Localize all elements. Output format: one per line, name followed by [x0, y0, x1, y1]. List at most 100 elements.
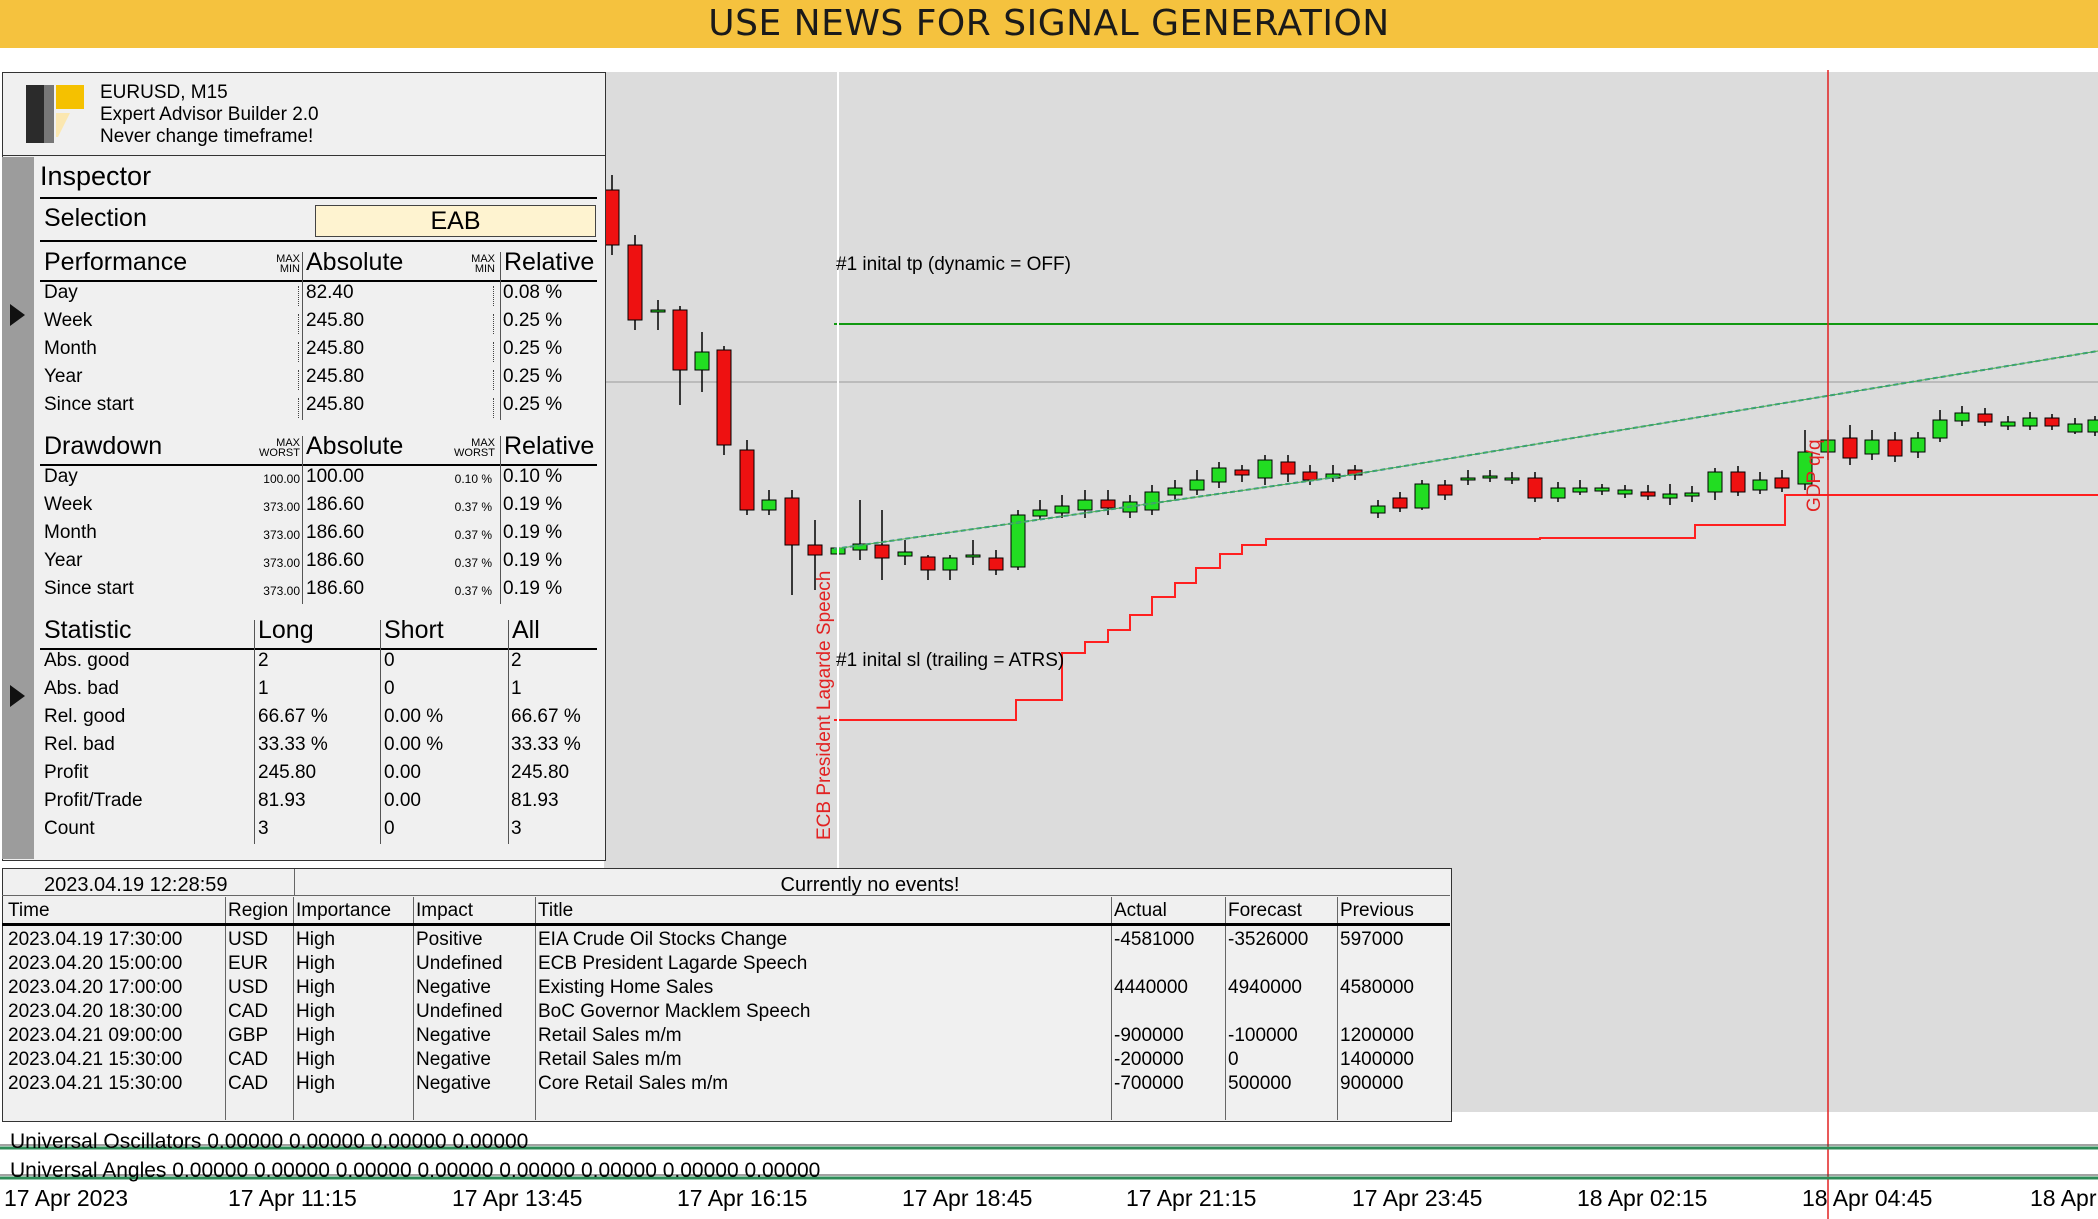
sl-line — [834, 494, 2098, 721]
stat-row-all: 3 — [511, 818, 522, 839]
expand-arrow-icon[interactable] — [10, 685, 25, 707]
perf-row-relative: 0.25 % — [503, 310, 563, 331]
candle-bearish — [1527, 477, 1543, 499]
candle-bearish — [1347, 469, 1363, 476]
dotted-gauge — [493, 342, 494, 362]
stat-row-all: 66.67 % — [511, 706, 581, 727]
divider — [225, 897, 226, 1120]
candle-bullish — [761, 499, 777, 511]
time-axis-label: 17 Apr 2023 — [4, 1185, 129, 1211]
candle-bullish — [1010, 514, 1026, 568]
expand-arrow-icon[interactable] — [10, 304, 25, 326]
news-cell: 2023.04.21 09:00:00 — [8, 1025, 183, 1046]
news-cell: 500000 — [1228, 1073, 1292, 1094]
dd-row-worst-relative: 0.37 % — [454, 500, 492, 514]
divider — [302, 436, 303, 604]
candle-bullish — [1572, 487, 1588, 493]
candle-bullish — [650, 309, 666, 313]
time-axis-label: 17 Apr 13:45 — [452, 1185, 583, 1211]
stat-col-all: All — [512, 616, 540, 644]
selection-field[interactable]: EAB — [315, 205, 596, 237]
stat-row-short: 0.00 % — [384, 706, 444, 727]
candle-bearish — [672, 309, 688, 371]
stat-col-short: Short — [384, 616, 444, 644]
divider — [2, 923, 1450, 926]
news-cell: High — [296, 953, 336, 974]
news-cell: CAD — [228, 1073, 269, 1094]
divider — [2, 895, 1450, 896]
news-cell: Core Retail Sales m/m — [538, 1073, 729, 1094]
candle-bullish — [1167, 487, 1183, 496]
news-cell: High — [296, 1073, 336, 1094]
dd-row-absolute: 186.60 — [306, 550, 365, 571]
stat-row-label: Profit — [44, 762, 89, 783]
divider — [1111, 897, 1112, 1120]
perf-row-absolute: 245.80 — [306, 310, 365, 331]
perf-row-absolute: 245.80 — [306, 338, 365, 359]
dd-row-worst-absolute: 373.00 — [263, 500, 300, 514]
news-cell: 0 — [1228, 1049, 1239, 1070]
oscillators-label: Universal Oscillators 0.00000 0.00000 0.… — [10, 1130, 529, 1153]
divider — [413, 897, 414, 1120]
perf-row-label: Week — [44, 310, 93, 331]
stat-row-short: 0 — [384, 678, 395, 699]
dd-row-worst-absolute: 373.00 — [263, 556, 300, 570]
candle-bearish — [1100, 499, 1116, 509]
stat-col-long: Long — [258, 616, 314, 644]
stat-row-long: 3 — [258, 818, 269, 839]
perf-row-absolute: 245.80 — [306, 366, 365, 387]
dotted-gauge — [493, 314, 494, 334]
candle-bearish — [1977, 413, 1993, 423]
candle-bullish — [1189, 479, 1205, 491]
stat-row-long: 245.80 — [258, 762, 317, 783]
divider — [302, 252, 303, 420]
news-cell: 4580000 — [1340, 977, 1414, 998]
stat-row-short: 0 — [384, 818, 395, 839]
news-cell: GBP — [228, 1025, 269, 1046]
candle-bullish — [1550, 487, 1566, 499]
perf-row-relative: 0.25 % — [503, 394, 563, 415]
candle-bullish — [1797, 451, 1813, 485]
candle-bullish — [2000, 421, 2016, 427]
candle-bearish — [988, 557, 1004, 571]
time-axis-label: 17 Apr 23:45 — [1352, 1185, 1483, 1211]
news-cell: 900000 — [1340, 1073, 1404, 1094]
angles-label: Universal Angles 0.00000 0.00000 0.00000… — [10, 1159, 821, 1182]
dd-row-absolute: 186.60 — [306, 494, 365, 515]
candle-bearish — [807, 544, 823, 556]
news-cell: 1400000 — [1340, 1049, 1414, 1070]
dd-row-relative: 0.10 % — [503, 466, 563, 487]
timeframe-warning: Never change timeframe! — [100, 126, 314, 147]
perf-row-relative: 0.08 % — [503, 282, 563, 303]
stat-row-label: Abs. good — [44, 650, 130, 671]
candle-bearish — [784, 497, 800, 546]
candle-bearish — [1774, 477, 1790, 489]
time-axis-label: 17 Apr 11:15 — [228, 1185, 357, 1211]
trend-line-overlay — [833, 350, 2098, 550]
candle-bearish — [1392, 497, 1408, 509]
max-worst-label: WORST — [259, 447, 300, 459]
time-axis-label: 17 Apr 16:15 — [677, 1185, 808, 1211]
dd-col-relative: Relative — [504, 432, 595, 460]
candle-bullish — [1054, 505, 1070, 514]
eab-logo-icon — [26, 85, 84, 143]
candle-bearish — [739, 449, 755, 511]
candle-bullish — [1460, 477, 1476, 481]
news-cell: Retail Sales m/m — [538, 1025, 682, 1046]
dotted-gauge — [298, 314, 299, 334]
news-cell: Existing Home Sales — [538, 977, 714, 998]
max-min-label: MIN — [279, 263, 300, 275]
candle-bullish — [1684, 492, 1700, 497]
time-axis-label: 17 Apr 18:45 — [902, 1185, 1033, 1211]
perf-row-label: Day — [44, 282, 78, 303]
dotted-gauge — [298, 398, 299, 418]
news-cell: ECB President Lagarde Speech — [538, 953, 808, 974]
stat-row-short: 0.00 % — [384, 734, 444, 755]
news-col-header: Forecast — [1228, 900, 1302, 921]
dd-row-label: Year — [44, 550, 83, 571]
candle-bullish — [1752, 479, 1768, 491]
dd-row-worst-absolute: 373.00 — [263, 528, 300, 542]
news-cell: CAD — [228, 1001, 269, 1022]
dd-row-worst-relative: 0.37 % — [454, 584, 492, 598]
news-cell: High — [296, 1001, 336, 1022]
